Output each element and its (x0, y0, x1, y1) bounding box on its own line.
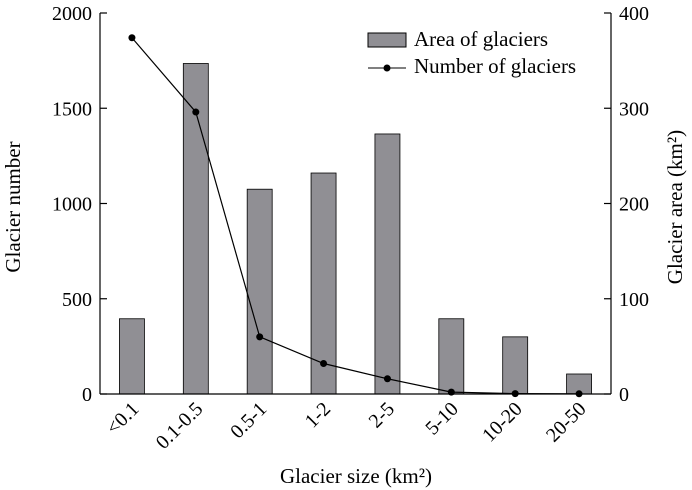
y-right-tick-label-0: 0 (619, 384, 629, 406)
y-right-tick-label-1: 100 (619, 289, 649, 311)
x-tick-label-0: <0.1 (102, 398, 143, 439)
x-tick-label-3: 1-2 (301, 398, 335, 432)
y-axis-left-title: Glacier number (1, 141, 25, 272)
point-3 (320, 360, 328, 368)
point-4 (383, 375, 391, 383)
legend-number-marker (383, 64, 391, 72)
point-1 (192, 108, 200, 116)
bar-6 (502, 336, 529, 395)
bar-1 (182, 63, 209, 395)
x-tick-labels: <0.1 0.1-0.5 0.5-1 1-2 2-5 5-10 10-20 20-50 (102, 398, 590, 454)
number-series-line (131, 37, 580, 395)
bar-2 (246, 188, 273, 395)
y-left-tick-label-0: 0 (82, 384, 92, 406)
bar-5 (438, 318, 465, 395)
x-tick-label-2: 0.5-1 (226, 398, 271, 443)
y-left-tick-label-1: 500 (62, 289, 92, 311)
bars-layer (119, 63, 592, 395)
y-axis-right-title: Glacier area (km²) (663, 130, 687, 284)
y-right-tick-label-2: 200 (619, 194, 649, 216)
bar-0 (119, 318, 145, 395)
bar-4 (374, 133, 401, 395)
legend-area-swatch (367, 32, 407, 48)
y-right-tick-label-4: 400 (619, 3, 649, 25)
point-2 (256, 333, 264, 341)
x-tick-label-7: 20-50 (542, 398, 591, 447)
x-tick-label-5: 5-10 (421, 398, 462, 439)
y-right-tick-label-3: 300 (619, 98, 649, 120)
x-tick-label-4: 2-5 (365, 398, 399, 432)
bar-3 (310, 172, 337, 395)
y-left-tick-label-2: 1000 (52, 194, 92, 216)
x-tick-label-6: 10-20 (478, 398, 527, 447)
point-0 (128, 34, 136, 42)
x-tick-label-1: 0.1-0.5 (152, 398, 208, 454)
legend-number-label: Number of glaciers (414, 54, 576, 78)
legend-area-label: Area of glaciers (414, 27, 548, 51)
y-left-tick-label-4: 2000 (52, 3, 92, 25)
axes-layer: 0 500 1000 1500 2000 0 100 200 300 400 (52, 3, 649, 406)
legend: Area of glaciers Number of glaciers (367, 27, 576, 78)
x-axis-title: Glacier size (km²) (280, 464, 432, 488)
y-left-tick-label-3: 1500 (52, 98, 92, 120)
